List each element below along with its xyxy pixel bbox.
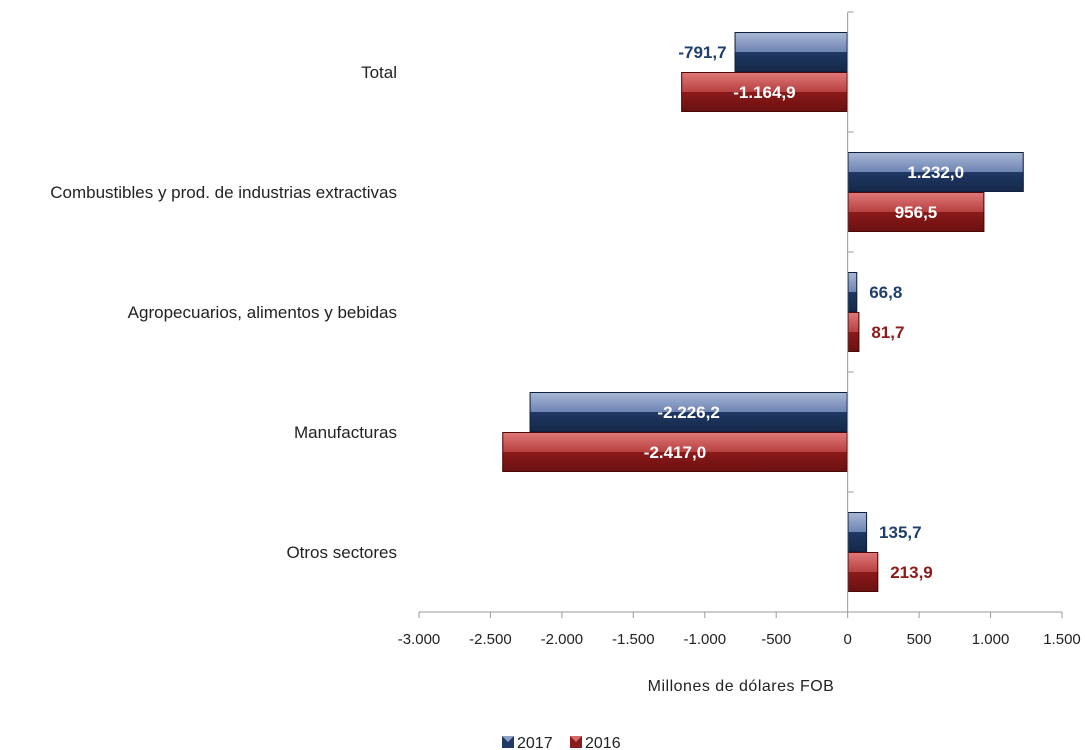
bar-bevel-top xyxy=(681,72,848,92)
legend-label: 2017 xyxy=(517,735,553,750)
data-label: -2.417,0 xyxy=(644,443,706,462)
bar-bevel-bottom xyxy=(847,532,868,552)
legend-item-2016: 2016 xyxy=(570,735,621,750)
x-tick-label: 0 xyxy=(843,631,851,648)
bar-bevel-top xyxy=(502,432,848,452)
x-tick-label: -3.000 xyxy=(398,631,441,648)
bar-bevel-bottom xyxy=(847,332,860,352)
data-label: -2.226,2 xyxy=(657,403,719,422)
x-tick-label: 500 xyxy=(907,631,932,648)
bar-bevel-top xyxy=(847,192,985,212)
bar-bevel-top xyxy=(847,152,1024,172)
data-label: 1.232,0 xyxy=(907,163,964,182)
bar-2016 xyxy=(502,432,848,472)
legend-swatch-bevel xyxy=(570,736,582,742)
category-label: Manufacturas xyxy=(294,423,397,442)
bar-bevel-bottom xyxy=(847,172,1024,192)
bar-bevel-bottom xyxy=(847,292,858,312)
bar-bevel-bottom xyxy=(681,92,848,112)
category-label: Otros sectores xyxy=(286,543,397,562)
data-label: 66,8 xyxy=(869,283,902,302)
bar-outline xyxy=(734,32,848,72)
data-label: -1.164,9 xyxy=(733,83,795,102)
bar-bevel-top xyxy=(847,552,879,572)
x-tick-label: -1.000 xyxy=(684,631,727,648)
bar-2016 xyxy=(847,552,879,592)
bar-2016 xyxy=(681,72,848,112)
bar-bevel-bottom xyxy=(529,412,848,432)
bar-outline xyxy=(681,72,848,112)
bar-2017 xyxy=(847,512,868,552)
x-tick-label: -1.500 xyxy=(612,631,655,648)
data-label: 81,7 xyxy=(871,323,904,342)
bar-bevel-bottom xyxy=(847,572,879,592)
bar-bevel-top xyxy=(734,32,848,52)
bar-2017 xyxy=(734,32,848,72)
bar-2017 xyxy=(847,152,1024,192)
category-label: Agropecuarios, alimentos y bebidas xyxy=(128,303,397,322)
x-tick-label: 1.500 xyxy=(1043,631,1081,648)
legend-swatch-bevel xyxy=(502,736,514,742)
axes-layer: -3.000 -2.500 -2.000 -1.500 -1.000 -500 0 500 1.… xyxy=(398,11,1081,648)
bar-2016 xyxy=(847,192,985,232)
bars-layer xyxy=(502,32,1024,592)
x-tick-label: 1.000 xyxy=(972,631,1010,648)
category-label: Total xyxy=(361,63,397,82)
legend: 2017 2016 xyxy=(502,735,621,750)
x-axis-title: Millones de dólares FOB xyxy=(648,678,835,695)
data-label: 956,5 xyxy=(895,203,938,222)
x-tick-label: -2.000 xyxy=(541,631,584,648)
bar-bevel-top xyxy=(847,272,858,292)
legend-item-2017: 2017 xyxy=(502,735,553,750)
bar-2016 xyxy=(847,312,860,352)
bar-bevel-bottom xyxy=(847,212,985,232)
data-label: 135,7 xyxy=(879,523,922,542)
bar-bevel-bottom xyxy=(734,52,848,72)
bar-2017 xyxy=(847,272,858,312)
bar-bevel-bottom xyxy=(502,452,848,472)
bar-bevel-top xyxy=(847,512,868,532)
data-label: -791,7 xyxy=(678,43,726,62)
x-tick-label: -500 xyxy=(761,631,791,648)
data-label: 213,9 xyxy=(890,563,933,582)
x-tick-label: -2.500 xyxy=(469,631,512,648)
legend-label: 2016 xyxy=(585,735,621,750)
bar-bevel-top xyxy=(529,392,848,412)
labels-layer: Total -791,7 -1.164,9 Combustibles y prod. … xyxy=(50,43,964,582)
category-label: Combustibles y prod. de industrias extra… xyxy=(50,183,397,202)
bar-bevel-top xyxy=(847,312,860,332)
